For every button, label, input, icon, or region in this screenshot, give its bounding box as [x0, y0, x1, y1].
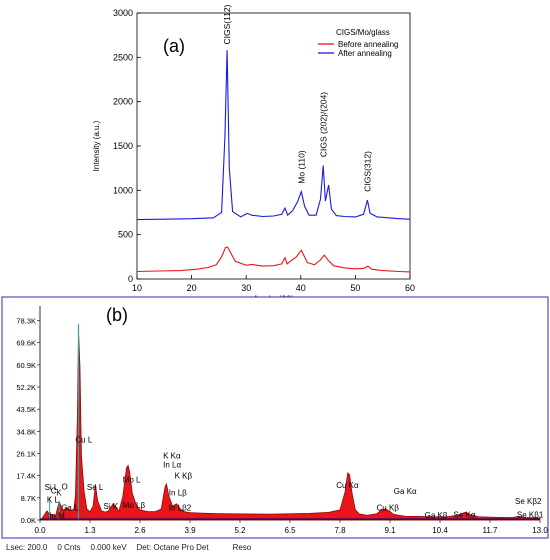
series-line-before — [136, 246, 411, 273]
element-label: Cu Kβ — [377, 504, 400, 513]
y-tick-label: 34.8K — [16, 427, 36, 436]
legend-entry: After annealing — [338, 49, 392, 58]
element-label: O — [62, 482, 68, 491]
x-tick-label: 13.0 — [532, 526, 548, 535]
x-tick-label: 10.4 — [432, 526, 448, 535]
x-tick-label: 1.3 — [84, 526, 96, 535]
y-tick-label: 1500 — [113, 141, 133, 151]
element-label: In Lβ — [169, 488, 187, 497]
x-tick-label: 7.8 — [334, 526, 346, 535]
x-tick-label: 10 — [132, 283, 142, 293]
element-label: Mo L — [123, 476, 141, 485]
x-tick-label: 30 — [241, 283, 251, 293]
y-tick-label: 52.2K — [16, 383, 36, 392]
y-tick-label: 60.9K — [16, 361, 36, 370]
x-tick-label: 2.6 — [134, 526, 146, 535]
x-tick-label: 11.7 — [483, 526, 499, 535]
y-tick-label: 17.4K — [16, 472, 36, 481]
element-label: C — [51, 487, 57, 496]
status-counts: 0 Cnts — [57, 543, 81, 552]
spectrum-area — [41, 328, 541, 521]
x-tick-label: 40 — [296, 283, 306, 293]
y-tick-label: 0.0K — [21, 516, 36, 525]
panel-label-b: (b) — [106, 305, 128, 325]
y-tick-label: 2000 — [113, 97, 133, 107]
xrd-chart: 102030405060050010001500200025003000Angl… — [92, 4, 415, 304]
y-tick-label: 1000 — [113, 185, 133, 195]
x-tick-label: 9.1 — [384, 526, 396, 535]
y-tick-label: 43.5K — [16, 405, 36, 414]
element-label: Si K — [104, 502, 119, 511]
peak-label: CIGS (202)/(204) — [319, 92, 329, 157]
status-kev: 0.000 keV — [90, 543, 127, 552]
element-label: In Lα — [163, 461, 181, 470]
element-label: In Lβ2 — [169, 504, 192, 513]
element-label: Ga Kα — [394, 487, 417, 496]
y-tick-label: 69.6K — [16, 339, 36, 348]
x-tick-label: 50 — [350, 283, 360, 293]
element-label: Si L — [45, 483, 59, 492]
element-label: Ga L — [61, 504, 79, 513]
peak-label: Mo (110) — [296, 150, 306, 184]
element-label: Cu Kα — [336, 481, 359, 490]
y-tick-label: 500 — [118, 230, 133, 240]
legend-entry: Before annealing — [338, 40, 399, 49]
y-tick-label: 2500 — [113, 52, 133, 62]
y-tick-label: 26.1K — [16, 450, 36, 459]
x-tick-label: 0.0 — [34, 526, 46, 535]
y-tick-label: 78.3K — [16, 317, 36, 326]
element-label: In M — [49, 512, 65, 521]
status-lsec: Lsec: 200.0 — [6, 543, 48, 552]
element-label: Se Kα — [454, 511, 476, 520]
y-tick-label: 8.7K — [21, 494, 36, 503]
status-bar: Lsec: 200.0 0 Cnts 0.000 keV Det: Octane Pr… — [6, 543, 261, 552]
element-label: Cu L — [75, 435, 92, 444]
element-label: Mo Lβ — [123, 501, 146, 510]
element-label: K — [56, 488, 62, 497]
peak-label: CIGS(312) — [362, 151, 372, 192]
x-tick-label: 5.2 — [234, 526, 246, 535]
element-label: K Kα — [163, 451, 181, 460]
legend-title: CIGS/Mo/glass — [336, 28, 390, 37]
x-tick-label: 60 — [405, 283, 415, 293]
eds-window-frame — [1, 296, 549, 539]
peak-label: CIGS(112) — [222, 4, 232, 44]
eds-chart: 0.0 1.3 2.6 3.9 5.2 6.5 7.8 9.1 10.4 11.7 13.0 0.0K… — [1, 296, 549, 539]
y-tick-label: 0 — [128, 274, 133, 284]
element-label: Ga Kβ — [425, 511, 448, 520]
y-tick-label: 3000 — [113, 8, 133, 18]
status-reso: Reso — [232, 543, 252, 552]
element-label: Se Kβ1 — [517, 511, 544, 520]
element-label: K Kβ — [175, 472, 193, 481]
element-label: Se L — [87, 483, 104, 492]
series-line-after — [136, 50, 411, 221]
x-tick-label: 3.9 — [184, 526, 196, 535]
element-label: Se Kβ2 — [515, 497, 542, 506]
y-axis-label: Intensity (a.u.) — [92, 120, 101, 171]
panel-label-a: (a) — [163, 36, 185, 56]
x-tick-label: 6.5 — [284, 526, 296, 535]
status-detector: Det: Octane Pro Det — [136, 543, 209, 552]
x-tick-label: 20 — [187, 283, 197, 293]
element-label: K L — [47, 496, 60, 505]
